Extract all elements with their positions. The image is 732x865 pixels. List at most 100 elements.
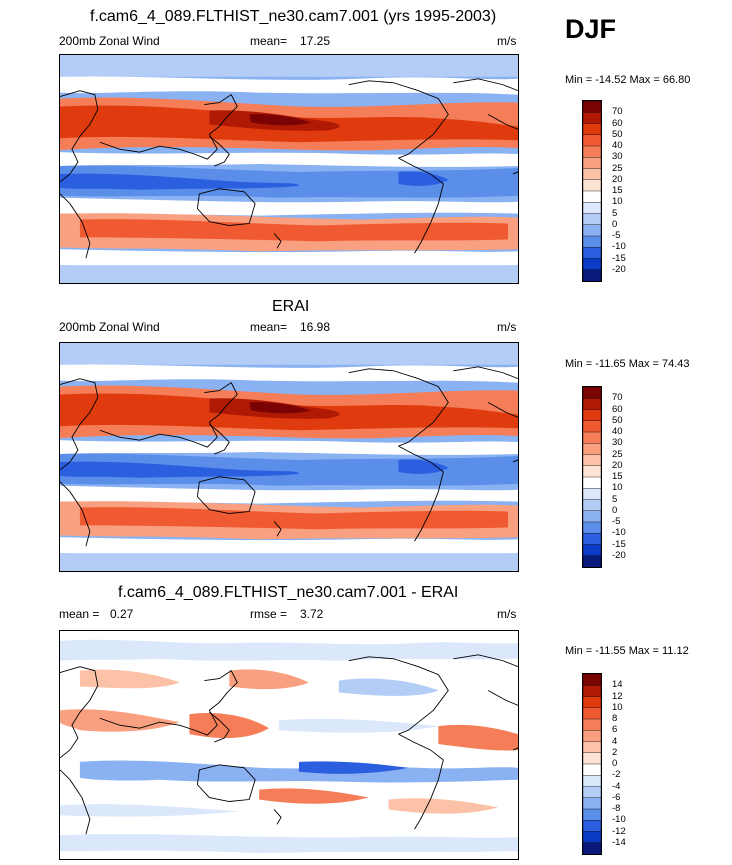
colorbar-tick-label: 60 [612, 403, 623, 415]
colorbar-tick-label: -15 [612, 252, 626, 264]
panel3-mean-value: 0.27 [110, 607, 134, 621]
contour-band-6 [60, 152, 518, 167]
coastline-1 [60, 481, 91, 547]
colorbar-swatch-7 [583, 465, 601, 478]
colorbar-swatch-6 [583, 168, 601, 181]
colorbar-swatch-14 [583, 258, 601, 271]
contour-band-1 [60, 364, 518, 383]
contour-band-0 [60, 343, 518, 365]
panel3-mean-label: mean = [59, 607, 100, 621]
colorbar-tick-label: -12 [612, 825, 626, 837]
coastline-7 [398, 733, 444, 830]
colorbar-swatch-12 [583, 235, 601, 248]
colorbar-tick-label: 30 [612, 151, 623, 163]
panel3-title: f.cam6_4_089.FLTHIST_ne30.cam7.001 - ERA… [118, 584, 459, 601]
contour-band-7 [279, 718, 439, 733]
colorbar-swatch-9 [583, 775, 601, 788]
colorbar-swatch-6 [583, 454, 601, 467]
colorbar-tick-label: 30 [612, 437, 623, 449]
contour-band-5 [249, 402, 311, 414]
panel2-units: m/s [497, 320, 517, 334]
colorbar-tick-label: 0 [612, 504, 618, 516]
coastline-5 [273, 521, 282, 537]
colorbar-swatch-0 [583, 387, 601, 399]
colorbar-swatch-7 [583, 752, 601, 765]
colorbar-swatch-12 [583, 521, 601, 534]
contour-band-4 [338, 678, 439, 696]
colorbar-tick-label: -4 [612, 780, 621, 792]
colorbar-swatch-8 [583, 476, 601, 489]
panel2-minmax: Min = -11.65 Max = 74.43 [565, 358, 690, 370]
colorbar-svg [583, 387, 601, 567]
contour-band-8 [60, 173, 299, 190]
coastline-2 [99, 670, 238, 736]
colorbar-swatch-14 [583, 831, 601, 844]
colorbar-tick-label: -5 [612, 230, 621, 241]
colorbar-tick-label: 15 [612, 185, 623, 196]
colorbar-swatch-9 [583, 488, 601, 501]
panel1-variable-label: 200mb Zonal Wind [59, 34, 160, 48]
colorbar-tick-label: 5 [612, 493, 618, 505]
panel2-colorbar [582, 386, 602, 568]
contour-band-1 [60, 639, 518, 661]
colorbar-swatch-0 [583, 674, 601, 686]
colorbar-tick-label: 40 [612, 140, 623, 151]
coastline-0 [60, 378, 99, 471]
coastline-1 [60, 769, 91, 835]
contour-band-6 [60, 440, 518, 455]
colorbar-swatch-5 [583, 730, 601, 743]
panel3-units: m/s [497, 607, 517, 621]
colorbar-swatch-14 [583, 544, 601, 557]
coastline-3 [209, 711, 230, 743]
contour-band-6 [189, 713, 270, 739]
map-field-svg [60, 343, 518, 571]
colorbar-tick-label: 25 [612, 448, 623, 460]
colorbar-tick-label: -10 [612, 241, 626, 253]
colorbar-tick-label: 5 [612, 207, 618, 219]
coastline-6 [348, 368, 449, 447]
contour-band-9 [398, 459, 449, 474]
contour-band-12 [60, 804, 240, 817]
panel1-mean-value: 17.25 [300, 34, 331, 48]
colorbar-tick-label: 70 [612, 106, 623, 118]
panel1-mean-label: mean= [250, 34, 288, 48]
coastline-8 [453, 78, 518, 92]
coastline-8 [453, 654, 518, 668]
colorbar-swatch-6 [583, 741, 601, 754]
colorbar-swatch-1 [583, 398, 601, 411]
panel1-colorbar [582, 100, 602, 282]
colorbar-tick-label: 40 [612, 426, 623, 437]
colorbar-tick-label: 60 [612, 117, 623, 129]
colorbar-tick-label: 6 [612, 724, 618, 736]
colorbar-tick-label: 50 [612, 128, 623, 140]
colorbar-tick-label: 14 [612, 679, 623, 691]
panel2-mean-value: 16.98 [300, 320, 331, 334]
colorbar-swatch-12 [583, 808, 601, 821]
colorbar-tick-label: 15 [612, 471, 623, 482]
coastline-4 [196, 476, 256, 514]
contour-band-8 [438, 724, 518, 751]
coastline-4 [196, 764, 256, 802]
coastline-10 [512, 459, 518, 463]
coastline-3 [209, 135, 230, 167]
contour-band-13 [60, 249, 518, 268]
coastline-4 [196, 188, 256, 226]
coastline-0 [60, 90, 99, 183]
colorbar-swatch-4 [583, 718, 601, 731]
contour-band-14 [60, 553, 518, 571]
map-field-svg [60, 55, 518, 283]
coastline-5 [273, 809, 282, 825]
contour-band-9 [398, 171, 449, 186]
coastline-6 [348, 656, 449, 735]
colorbar-tick-label: 2 [612, 746, 618, 758]
colorbar-tick-label: 0 [612, 758, 618, 769]
colorbar-tick-label: 50 [612, 414, 623, 426]
coastline-7 [398, 445, 444, 542]
colorbar-tick-label: 20 [612, 459, 623, 471]
colorbar-swatch-1 [583, 112, 601, 125]
colorbar-swatch-1 [583, 685, 601, 698]
season-label: DJF [565, 14, 617, 44]
panel3-colorbar [582, 673, 602, 855]
colorbar-swatch-3 [583, 134, 601, 147]
colorbar-swatch-11 [583, 224, 601, 237]
